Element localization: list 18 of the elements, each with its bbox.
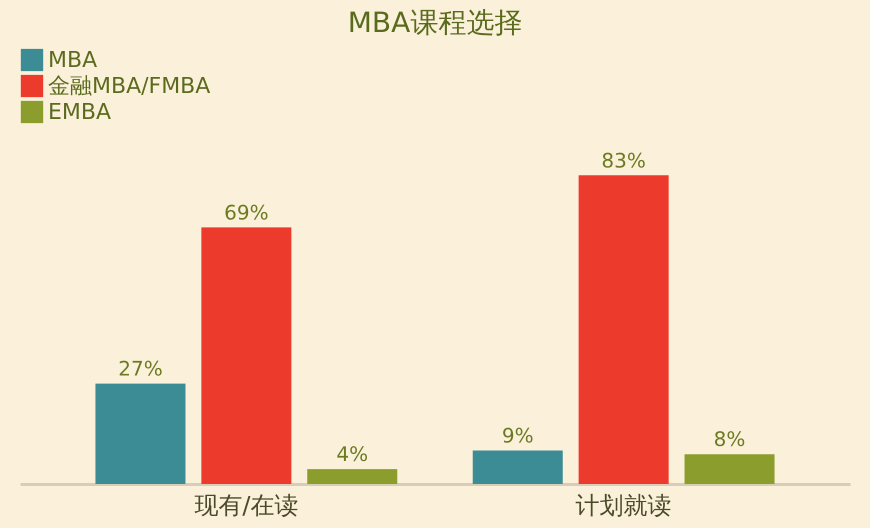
- data-label: 4%: [336, 442, 368, 466]
- bar: [578, 175, 669, 484]
- bar: [201, 227, 292, 484]
- legend-label: 金融MBA/FMBA: [48, 74, 210, 99]
- bar: [472, 450, 563, 484]
- data-label: 27%: [118, 356, 163, 381]
- chart-title: MBA课程选择: [348, 6, 522, 39]
- legend-label: EMBA: [48, 100, 112, 125]
- bar: [95, 384, 186, 484]
- x-tick-label: 计划就读: [576, 492, 672, 520]
- bar: [684, 454, 775, 484]
- data-label: 8%: [714, 427, 746, 452]
- data-label: 69%: [224, 200, 269, 224]
- data-label: 83%: [601, 148, 646, 172]
- data-label: 9%: [502, 424, 534, 448]
- bar: [307, 469, 398, 484]
- x-tick-label: 现有/在读: [194, 492, 298, 520]
- legend-label: MBA: [48, 48, 98, 73]
